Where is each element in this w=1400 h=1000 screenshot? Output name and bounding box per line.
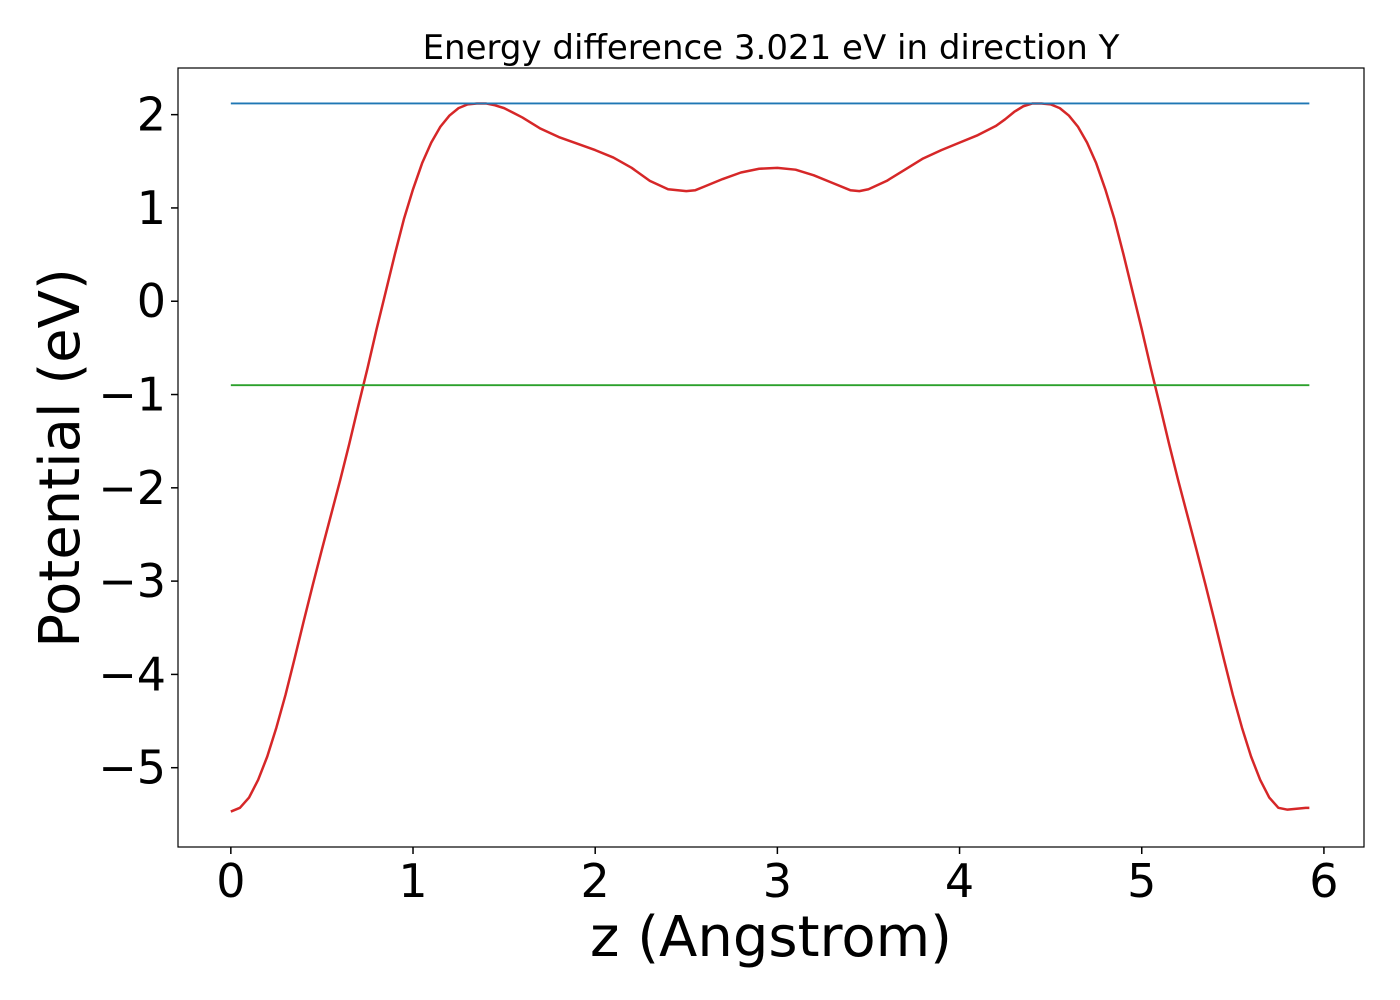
plot-area [230, 102, 1310, 813]
y-tick-label: 2 [137, 88, 166, 142]
x-tick-label: 4 [945, 854, 974, 908]
y-tick-label: −3 [98, 554, 166, 608]
y-tick-label: 1 [137, 181, 166, 235]
x-axis-label: z (Angstrom) [590, 905, 952, 970]
chart-title: Energy difference 3.021 eV in direction … [423, 28, 1120, 68]
x-tick-label: 0 [216, 854, 245, 908]
series-line-potential [230, 102, 1310, 813]
y-tick-label: −4 [98, 647, 166, 701]
plot-frame [177, 67, 1365, 848]
x-tick-label: 1 [398, 854, 427, 908]
x-tick-label: 2 [581, 854, 610, 908]
y-tick-label: −2 [98, 461, 166, 515]
x-tick-label: 3 [763, 854, 792, 908]
y-axis-label: Potential (eV) [28, 268, 93, 648]
x-tick-label: 5 [1127, 854, 1156, 908]
x-tick-label: 6 [1309, 854, 1338, 908]
y-tick-label: 0 [137, 274, 166, 328]
x-axis: 0 1 2 3 4 5 6 [216, 847, 1339, 908]
y-tick-label: −5 [98, 741, 166, 795]
y-axis: 2 1 0 −1 −2 −3 −4 −5 [98, 88, 178, 795]
y-tick-label: −1 [98, 368, 166, 422]
